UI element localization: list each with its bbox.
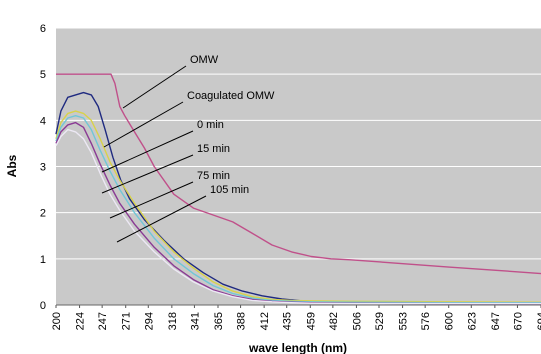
y-tick-label: 6: [40, 23, 46, 35]
x-tick-label: 247: [97, 312, 109, 330]
x-tick-label: 506: [351, 312, 363, 330]
series-label-75-min: 75 min: [197, 170, 230, 182]
leader-line-omw: [122, 65, 187, 109]
series-label-omw: OMW: [190, 54, 219, 66]
x-axis-title: wave length (nm): [248, 341, 347, 354]
x-tick-label: 412: [259, 312, 271, 330]
x-tick-label: 576: [420, 312, 432, 330]
x-tick-label: 647: [490, 312, 502, 330]
x-tick-label: 271: [121, 312, 133, 330]
series-label-15-min: 15 min: [197, 143, 230, 155]
x-tick-label: 200: [51, 312, 63, 330]
y-tick-label: 1: [40, 254, 46, 266]
x-tick-label: 318: [167, 312, 179, 330]
x-tick-label: 224: [75, 312, 87, 330]
x-tick-label: 482: [328, 312, 340, 330]
x-tick-label: 670: [512, 312, 524, 330]
x-tick-label: 365: [213, 312, 225, 330]
series-annotations: OMW Coagulated OMW 0 min 15 min 75 min 105 mi…: [101, 54, 275, 243]
y-tick-label: 4: [40, 115, 46, 127]
y-axis-title: Abs: [5, 154, 19, 177]
y-tick-label: 5: [40, 69, 46, 81]
x-tick-label: 388: [236, 312, 248, 330]
leader-line-105-min: [116, 195, 207, 243]
x-tick-label: 694: [536, 312, 541, 330]
y-tick-label: 3: [40, 162, 46, 174]
leader-line-15-min: [101, 154, 194, 194]
y-tick-label: 0: [40, 300, 46, 312]
x-tick-label: 623: [466, 312, 478, 330]
x-tick-label: 294: [143, 312, 155, 330]
y-tick-label: 2: [40, 208, 46, 220]
series-line-105-min: [55, 128, 541, 305]
series-label-105-min: 105 min: [210, 184, 249, 196]
x-tick-label: 600: [444, 312, 456, 330]
leader-line-coagulated-omw: [103, 101, 184, 148]
series-line-15-min: [55, 115, 541, 304]
leader-line-75-min: [109, 181, 194, 219]
x-tick-label: 459: [305, 312, 317, 330]
x-axis-ticks: 200 224 247 271 294 318 341 365 388 412 435 459 482 5…: [51, 304, 541, 330]
series-lines: [55, 73, 541, 305]
x-tick-label: 435: [282, 312, 294, 330]
y-axis-ticks: 0 1 2 3 4 5 6: [40, 23, 46, 312]
x-tick-label: 529: [374, 312, 386, 330]
x-tick-label: 341: [189, 312, 201, 330]
series-label-0-min: 0 min: [197, 119, 224, 131]
series-label-coagulated-omw: Coagulated OMW: [187, 90, 275, 102]
series-line-0-min: [55, 110, 541, 303]
series-line-omw: [56, 73, 541, 275]
leader-line-0-min: [101, 130, 194, 173]
x-tick-label: 553: [398, 312, 410, 330]
